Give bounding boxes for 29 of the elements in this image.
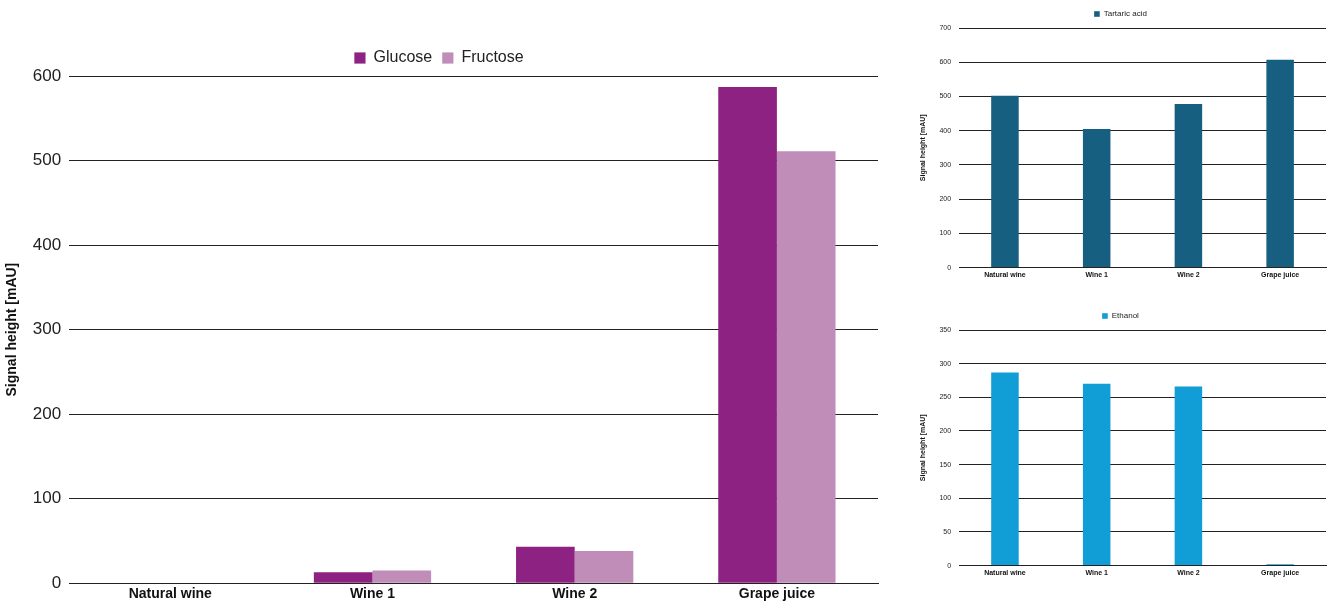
y-tick-label: 400 — [32, 234, 62, 254]
x-tick-label: Natural wine — [128, 585, 213, 602]
x-tick-label: Wine 2 — [552, 585, 598, 602]
bar — [718, 86, 777, 583]
bar — [313, 572, 373, 583]
bar — [1266, 59, 1294, 268]
legend-label: Tartaric acid — [1103, 9, 1147, 19]
bar — [372, 570, 432, 583]
y-tick-label: 600 — [32, 65, 62, 85]
bar — [1174, 103, 1203, 268]
y-tick-label: 0 — [51, 572, 62, 592]
legend-label: Glucose — [373, 48, 433, 66]
y-tick-label: 300 — [32, 319, 62, 339]
bar — [1082, 128, 1111, 268]
y-tick-label: 200 — [32, 403, 62, 423]
bar — [776, 151, 836, 583]
legend-label: Fructose — [461, 48, 524, 66]
bar — [574, 551, 634, 583]
x-tick-label: Wine 1 — [349, 585, 396, 602]
bar — [516, 546, 575, 583]
x-tick-label: Grape juice — [738, 585, 816, 602]
y-tick-label: 100 — [32, 488, 62, 508]
bar — [991, 372, 1019, 566]
bar — [991, 95, 1019, 268]
bar — [1082, 383, 1111, 566]
legend-label: Ethanol — [1111, 311, 1140, 321]
bar — [1174, 386, 1203, 566]
y-tick-label: 500 — [32, 150, 62, 170]
y-axis-title: Signal height [mAU] — [3, 262, 20, 397]
